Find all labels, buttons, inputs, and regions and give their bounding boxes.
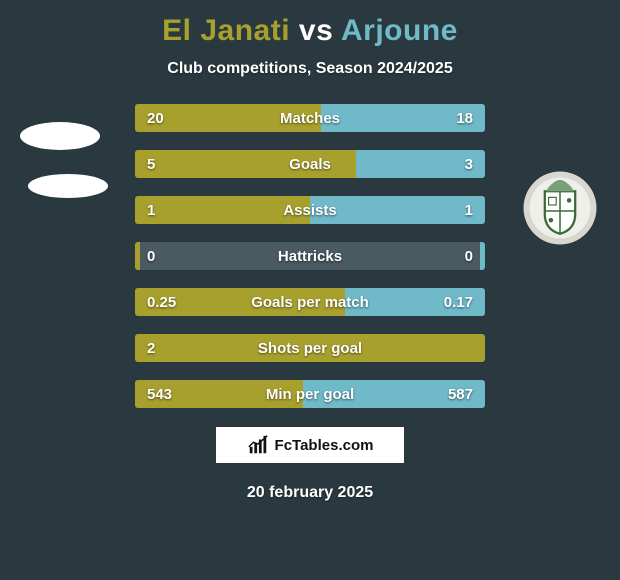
stat-row: 20Matches18 (135, 104, 485, 132)
crest-icon (522, 170, 598, 246)
stat-row: 2Shots per goal (135, 334, 485, 362)
stat-label: Matches (135, 110, 485, 127)
stat-row: 0.25Goals per match0.17 (135, 288, 485, 316)
credit-text: FcTables.com (275, 437, 374, 454)
comparison-card: El Janati vs Arjoune Club competitions, … (0, 0, 620, 580)
stat-row: 5Goals3 (135, 150, 485, 178)
stat-row: 0Hattricks0 (135, 242, 485, 270)
stat-row: 1Assists1 (135, 196, 485, 224)
player2-name: Arjoune (341, 14, 458, 47)
row-text: 543Min per goal587 (135, 380, 485, 408)
stat-label: Min per goal (135, 386, 485, 403)
subtitle: Club competitions, Season 2024/2025 (0, 60, 620, 78)
row-text: 1Assists1 (135, 196, 485, 224)
stat-label: Hattricks (135, 248, 485, 265)
row-text: 5Goals3 (135, 150, 485, 178)
row-text: 0Hattricks0 (135, 242, 485, 270)
stat-row: 543Min per goal587 (135, 380, 485, 408)
stat-label: Assists (135, 202, 485, 219)
date-text: 20 february 2025 (0, 484, 620, 502)
row-text: 2Shots per goal (135, 334, 485, 362)
team2-crest (520, 168, 600, 248)
stat-label: Goals (135, 156, 485, 173)
ellipse-icon (28, 174, 108, 198)
chart-icon (247, 434, 269, 456)
stats-container: 20Matches18 5Goals3 1Assists1 0Hattricks0 0.… (0, 104, 620, 408)
player1-name: El Janati (162, 14, 290, 47)
vs-text: vs (299, 14, 333, 47)
row-text: 20Matches18 (135, 104, 485, 132)
stat-label: Shots per goal (135, 340, 485, 357)
team1-logo-2 (28, 146, 108, 226)
row-text: 0.25Goals per match0.17 (135, 288, 485, 316)
page-title: El Janati vs Arjoune (0, 14, 620, 48)
stat-label: Goals per match (135, 294, 485, 311)
credit-badge[interactable]: FcTables.com (215, 426, 405, 464)
